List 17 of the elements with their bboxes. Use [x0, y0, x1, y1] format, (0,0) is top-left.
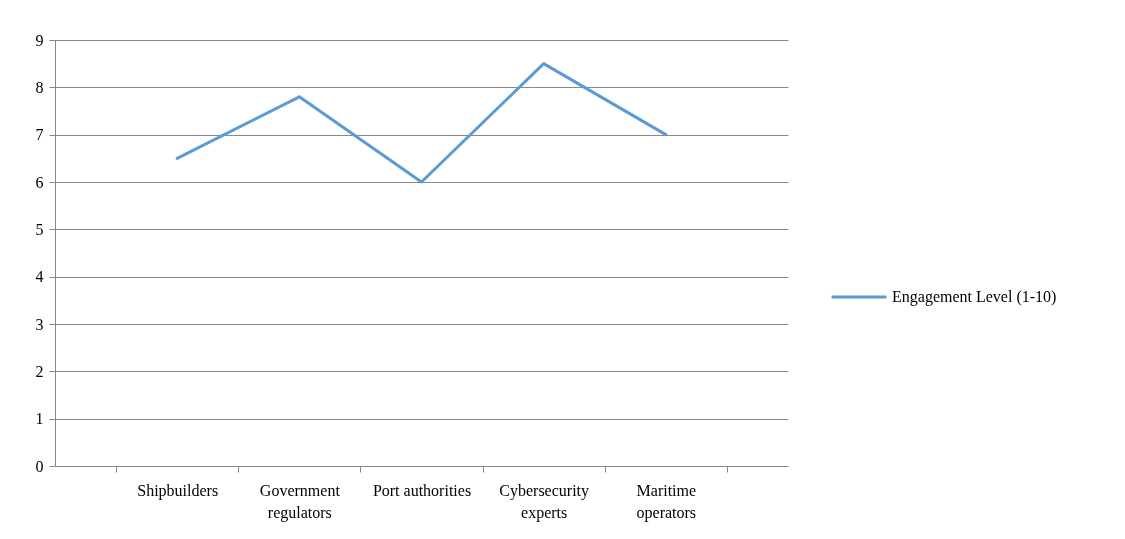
- x-tick-label: Cybersecurity experts: [499, 481, 590, 522]
- y-tick-label: 8: [35, 78, 44, 96]
- y-tick-label: 5: [35, 220, 44, 238]
- y-tick-label: 3: [35, 315, 44, 333]
- y-tick-label: 6: [35, 173, 44, 191]
- y-tick-label: 7: [35, 126, 44, 144]
- line-series: [175, 62, 668, 184]
- y-tick-label: 1: [35, 410, 44, 428]
- x-tick-label: Government regulators: [259, 481, 341, 522]
- x-tick-label: Shipbuilders: [137, 481, 219, 500]
- y-tick-label: 0: [35, 457, 44, 475]
- x-tick-label: Maritime operators: [636, 481, 697, 522]
- y-tick-label: 4: [35, 268, 44, 286]
- y-tick-label: 2: [35, 362, 44, 380]
- y-tick-label: 9: [35, 31, 44, 49]
- legend-label: Engagement Level (1-10): [892, 288, 1057, 306]
- x-tick-label: Port authorities: [372, 481, 472, 499]
